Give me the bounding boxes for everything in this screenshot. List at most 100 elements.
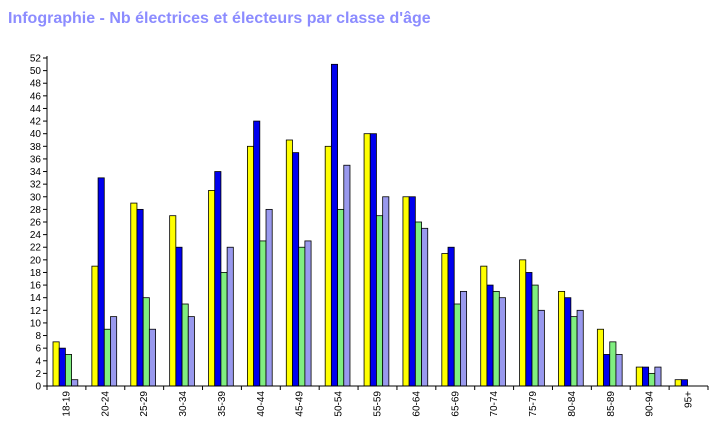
- y-tick-label-38: 38: [30, 142, 42, 153]
- y-tick-label-10: 10: [30, 318, 42, 329]
- y-tick-label-4: 4: [35, 356, 41, 367]
- bar-85-89-s1: [596, 328, 604, 387]
- bars-layer: [52, 63, 688, 387]
- bar-95+-s2: [680, 379, 688, 387]
- bar-35-39-s4: [226, 246, 234, 387]
- bar-65-69-s4: [460, 290, 468, 387]
- x-tick-label-75-79: 75-79: [528, 391, 539, 417]
- bar-40-44-s3: [259, 240, 267, 387]
- x-tick-label-45-49: 45-49: [295, 391, 306, 417]
- bar-55-59-s2: [369, 133, 377, 387]
- bar-75-79-s1: [519, 259, 527, 387]
- bar-85-89-s3: [609, 341, 617, 387]
- x-tick-label-25-29: 25-29: [139, 391, 150, 417]
- x-tick-label-85-89: 85-89: [606, 391, 617, 417]
- bar-25-29-s1: [130, 202, 138, 387]
- bar-60-64-s3: [414, 221, 422, 387]
- bar-25-29-s4: [148, 328, 156, 387]
- x-tick-label-50-54: 50-54: [334, 391, 345, 417]
- y-tick-label-28: 28: [30, 205, 42, 216]
- x-tick-label-18-19: 18-19: [61, 391, 72, 417]
- y-tick-label-34: 34: [30, 167, 42, 178]
- bar-85-89-s4: [615, 354, 623, 387]
- y-tick-label-24: 24: [30, 230, 42, 241]
- y-tick-label-2: 2: [35, 369, 41, 380]
- y-tick-label-42: 42: [30, 117, 42, 128]
- y-tick-label-52: 52: [30, 54, 42, 65]
- bar-20-24-s1: [91, 265, 99, 387]
- bar-25-29-s2: [136, 208, 144, 387]
- bar-55-59-s3: [376, 215, 384, 387]
- bar-65-69-s1: [441, 253, 449, 387]
- bar-50-54-s2: [330, 63, 338, 387]
- bar-35-39-s3: [220, 272, 228, 387]
- bar-80-84-s4: [576, 309, 584, 387]
- bar-45-49-s2: [292, 152, 300, 387]
- bar-18-19-s1: [52, 341, 60, 387]
- bar-20-24-s4: [110, 316, 118, 387]
- axes-layer: 0246810121416182022242628303234363840424…: [30, 54, 709, 417]
- bar-80-84-s2: [564, 297, 572, 387]
- y-tick-label-32: 32: [30, 180, 42, 191]
- bar-80-84-s1: [558, 290, 566, 387]
- bar-30-34-s3: [181, 303, 189, 387]
- y-tick-label-26: 26: [30, 218, 42, 229]
- x-tick-label-35-39: 35-39: [217, 391, 228, 417]
- y-tick-label-20: 20: [30, 255, 42, 266]
- bar-45-49-s3: [298, 246, 306, 387]
- bar-90-94-s3: [648, 372, 656, 387]
- y-tick-label-12: 12: [30, 306, 42, 317]
- bar-90-94-s2: [642, 366, 650, 387]
- bar-25-29-s3: [142, 297, 150, 387]
- bar-70-74-s4: [498, 297, 506, 387]
- chart-title: Infographie - Nb électrices et électeurs…: [8, 10, 431, 27]
- bar-80-84-s3: [570, 316, 578, 387]
- bar-70-74-s2: [486, 284, 494, 387]
- bar-30-34-s4: [187, 316, 195, 387]
- bar-40-44-s2: [253, 120, 261, 387]
- bar-65-69-s2: [447, 246, 455, 387]
- bar-65-69-s3: [453, 303, 461, 387]
- bar-60-64-s4: [421, 227, 429, 387]
- bar-18-19-s3: [65, 354, 73, 387]
- bar-20-24-s3: [103, 328, 111, 387]
- bar-30-34-s1: [169, 215, 177, 387]
- y-tick-label-8: 8: [35, 331, 41, 342]
- y-tick-label-46: 46: [30, 91, 42, 102]
- bar-35-39-s1: [208, 190, 216, 387]
- y-tick-label-22: 22: [30, 243, 42, 254]
- y-tick-label-44: 44: [30, 104, 42, 115]
- bar-90-94-s1: [635, 366, 643, 387]
- bar-40-44-s4: [265, 208, 273, 387]
- bar-60-64-s2: [408, 196, 416, 387]
- bar-75-79-s3: [531, 284, 539, 387]
- y-tick-label-18: 18: [30, 268, 42, 279]
- x-tick-label-70-74: 70-74: [489, 391, 500, 417]
- x-tick-label-30-34: 30-34: [178, 391, 189, 417]
- x-tick-label-40-44: 40-44: [256, 391, 267, 417]
- bar-30-34-s2: [175, 246, 183, 387]
- bar-45-49-s1: [285, 139, 293, 387]
- y-tick-label-16: 16: [30, 281, 42, 292]
- bar-70-74-s3: [492, 290, 500, 387]
- bar-45-49-s4: [304, 240, 312, 387]
- bar-75-79-s2: [525, 272, 533, 387]
- x-tick-label-80-84: 80-84: [567, 391, 578, 417]
- bar-60-64-s1: [402, 196, 410, 387]
- bar-50-54-s4: [343, 164, 351, 387]
- y-tick-label-48: 48: [30, 79, 42, 90]
- bar-50-54-s3: [337, 208, 345, 387]
- x-tick-label-60-64: 60-64: [411, 391, 422, 417]
- bar-70-74-s1: [480, 265, 488, 387]
- bar-40-44-s1: [247, 145, 255, 387]
- y-tick-label-40: 40: [30, 129, 42, 140]
- bar-90-94-s4: [654, 366, 662, 387]
- bar-75-79-s4: [537, 309, 545, 387]
- x-tick-label-90-94: 90-94: [645, 391, 656, 417]
- x-tick-label-20-24: 20-24: [100, 391, 111, 417]
- y-tick-label-6: 6: [35, 344, 41, 355]
- bar-35-39-s2: [214, 171, 222, 387]
- y-tick-label-36: 36: [30, 154, 42, 165]
- y-tick-label-0: 0: [35, 382, 41, 393]
